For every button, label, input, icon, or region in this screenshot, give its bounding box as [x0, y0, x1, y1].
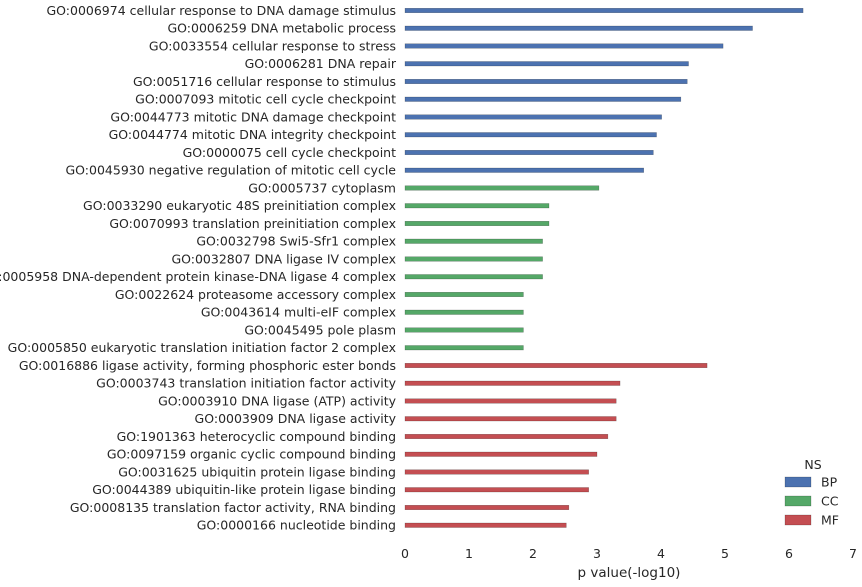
x-axis-title: p value(-log10)	[578, 565, 681, 581]
bar-bp-4	[404, 79, 688, 84]
category-label: GO:0006281 DNA repair	[245, 56, 397, 71]
category-label: GO:0003910 DNA ligase (ATP) activity	[158, 393, 397, 408]
x-tick-label: 3	[593, 546, 601, 561]
x-tick-label: 6	[785, 546, 793, 561]
bar-mf-7	[404, 487, 589, 493]
category-label: GO:0051716 cellular response to stimulus	[133, 74, 396, 89]
bar-cc-0	[404, 185, 600, 191]
category-label: GO:0045495 pole plasm	[244, 322, 396, 337]
category-label: GO:0003743 translation initiation factor…	[96, 376, 396, 391]
category-label: GO:0000075 cell cycle checkpoint	[183, 145, 396, 160]
category-label: GO:0016886 ligase activity, forming phos…	[19, 358, 396, 373]
legend-swatch-mf	[784, 514, 812, 526]
bar-bp-6	[404, 114, 662, 120]
category-label: GO:0044774 mitotic DNA integrity checkpo…	[109, 127, 396, 142]
category-label: GO:0003909 DNA ligase activity	[195, 411, 397, 426]
bar-bp-3	[404, 61, 689, 67]
category-label: GO:0044389 ubiquitin-like protein ligase…	[92, 482, 396, 497]
bar-mf-1	[404, 380, 621, 386]
category-label: GO:0044773 mitotic DNA damage checkpoint	[110, 109, 396, 124]
category-label: GO:0000166 nucleotide binding	[197, 518, 396, 533]
legend-swatch-bp	[784, 476, 812, 488]
bar-mf-4	[404, 434, 609, 439]
legend-swatch-cc	[784, 495, 812, 507]
category-labels: GO:0006974 cellular response to DNA dama…	[0, 3, 397, 533]
bar-cc-9	[404, 345, 524, 351]
legend-label-cc: CC	[821, 494, 839, 509]
category-label: GO:0032798 Swi5-Sfr1 complex	[196, 234, 396, 249]
bar-cc-2	[404, 221, 550, 226]
bar-cc-6	[404, 292, 524, 297]
x-tick-label: 4	[657, 546, 665, 561]
bar-cc-7	[404, 309, 524, 315]
bar-bp-7	[404, 132, 657, 138]
bar-bp-0	[404, 8, 804, 13]
category-label: GO:0097159 organic cyclic compound bindi…	[107, 447, 396, 462]
category-label: GO:0043614 multi-eIF complex	[201, 305, 396, 320]
category-label: GO:0032807 DNA ligase IV complex	[171, 251, 396, 266]
category-label: GO:0006974 cellular response to DNA dama…	[46, 3, 396, 18]
bar-mf-3	[404, 416, 617, 422]
bar-mf-8	[404, 505, 570, 510]
category-label: GO:0022624 proteasome accessory complex	[115, 287, 396, 302]
bar-mf-9	[404, 522, 567, 528]
category-label: GO:0031625 ubiquitin protein ligase bind…	[118, 464, 396, 479]
x-tick-label: 0	[401, 546, 409, 561]
bar-cc-1	[404, 203, 550, 209]
bar-bp-8	[404, 150, 654, 155]
bar-bp-5	[404, 96, 682, 102]
bar-cc-5	[404, 274, 543, 280]
category-label: GO:0005737 cytoplasm	[248, 180, 396, 195]
bar-mf-6	[404, 469, 589, 475]
x-tick-label: 1	[465, 546, 473, 561]
bar-cc-4	[404, 256, 543, 262]
x-axis-ticks: 0 1 2 3 4 5 6 7	[401, 546, 857, 561]
legend-title: NS	[804, 457, 821, 472]
legend: NS BP CC MF	[784, 457, 839, 528]
x-tick-label: 5	[721, 546, 729, 561]
category-label: GO:0006259 DNA metabolic process	[168, 21, 397, 36]
bar-mf-0	[404, 363, 708, 368]
x-tick-label: 2	[529, 546, 537, 561]
bar-bp-1	[404, 25, 753, 31]
bar-bp-9	[404, 167, 644, 173]
bar-cc-3	[404, 238, 543, 244]
category-label: GO:0007093 mitotic cell cycle checkpoint	[135, 92, 396, 107]
x-tick-label: 7	[849, 546, 857, 561]
bar-cc-8	[404, 327, 524, 333]
category-label: GO:0005850 eukaryotic translation initia…	[8, 340, 396, 355]
bar-mf-5	[404, 451, 598, 457]
legend-label-bp: BP	[821, 475, 838, 490]
bar-mf-2	[404, 398, 617, 404]
legend-label-mf: MF	[821, 513, 839, 528]
category-label: GO:1901363 heterocyclic compound binding	[117, 429, 396, 444]
category-label: GO:0008135 translation factor activity, …	[70, 500, 396, 515]
category-label: GO:0005958 DNA-dependent protein kinase-…	[0, 269, 396, 284]
bars-group	[404, 8, 804, 528]
category-label: GO:0033554 cellular response to stress	[149, 38, 396, 53]
category-label: GO:0070993 translation preinitiation com…	[109, 216, 396, 231]
category-label: GO:0033290 eukaryotic 48S preinitiation …	[83, 198, 396, 213]
category-label: GO:0045930 negative regulation of mitoti…	[66, 163, 397, 178]
bar-bp-2	[404, 43, 724, 49]
